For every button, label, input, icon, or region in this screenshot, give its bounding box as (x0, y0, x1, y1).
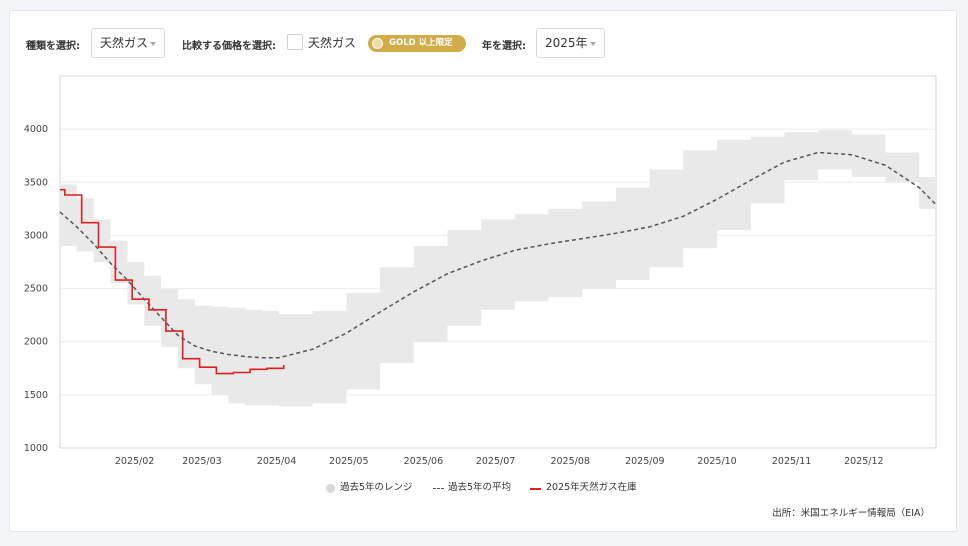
x-tick-label: 2025/04 (257, 456, 296, 467)
avg-line (59, 151, 937, 359)
gold-badge: GOLD 以上限定 (368, 35, 466, 52)
y-tick-label: 1500 (24, 390, 48, 401)
x-tick-label: 2025/09 (625, 456, 664, 467)
current-line (60, 188, 285, 375)
compare-label: 比較する価格を選択: (182, 41, 276, 52)
y-tick-label: 4000 (24, 124, 48, 135)
y-tick-label: 3500 (24, 177, 48, 188)
legend-range-swatch (326, 484, 335, 493)
type-label: 種類を選択: (26, 41, 80, 52)
legend-current-swatch (530, 488, 541, 490)
legend-avg-swatch (433, 488, 444, 489)
x-tick-label: 2025/06 (404, 456, 443, 467)
gold-badge-text: GOLD 以上限定 (389, 38, 453, 48)
compare-option-label[interactable]: 天然ガス (308, 36, 357, 50)
y-tick-label: 3000 (24, 230, 48, 241)
inventory-chart: 1000 1500 2000 2500 3000 3500 4000 2025/02 2025… (24, 75, 937, 467)
chevron-down-icon (590, 42, 596, 46)
y-tick-label: 2500 (24, 284, 48, 295)
range-band (60, 130, 936, 407)
x-tick-label: 2025/07 (476, 456, 515, 467)
x-tick-label: 2025/03 (182, 456, 221, 467)
year-select-value: 2025年 (545, 36, 588, 50)
x-tick-label: 2025/05 (329, 456, 368, 467)
gold-coin-icon (372, 38, 383, 49)
year-select[interactable]: 2025年 (536, 28, 605, 58)
x-tick-label: 2025/08 (550, 456, 589, 467)
legend: 過去5年のレンジ 過去5年の平均 2025年天然ガス在庫 (10, 481, 956, 497)
y-tick-label: 2000 (24, 337, 48, 348)
y-tick-label: 1000 (24, 443, 48, 454)
x-tick-label: 2025/02 (115, 456, 154, 467)
chart-card: 種類を選択: 天然ガス 比較する価格を選択: 天然ガス GOLD 以上限定 年を… (9, 10, 957, 532)
source-note: 出所：米国エネルギー情報局（EIA） (772, 508, 930, 519)
legend-avg[interactable]: 過去5年の平均 (448, 482, 512, 493)
legend-range[interactable]: 過去5年のレンジ (340, 482, 413, 493)
compare-checkbox[interactable] (287, 34, 303, 50)
filter-controls: 種類を選択: 天然ガス 比較する価格を選択: 天然ガス GOLD 以上限定 年を… (10, 11, 956, 75)
type-select[interactable]: 天然ガス (91, 28, 165, 58)
type-select-value: 天然ガス (100, 36, 149, 50)
x-tick-label: 2025/10 (697, 456, 736, 467)
x-tick-label: 2025/12 (844, 456, 883, 467)
x-tick-label: 2025/11 (772, 456, 811, 467)
chevron-down-icon (150, 42, 156, 46)
legend-current[interactable]: 2025年天然ガス在庫 (546, 482, 637, 493)
year-label: 年を選択: (482, 41, 526, 52)
